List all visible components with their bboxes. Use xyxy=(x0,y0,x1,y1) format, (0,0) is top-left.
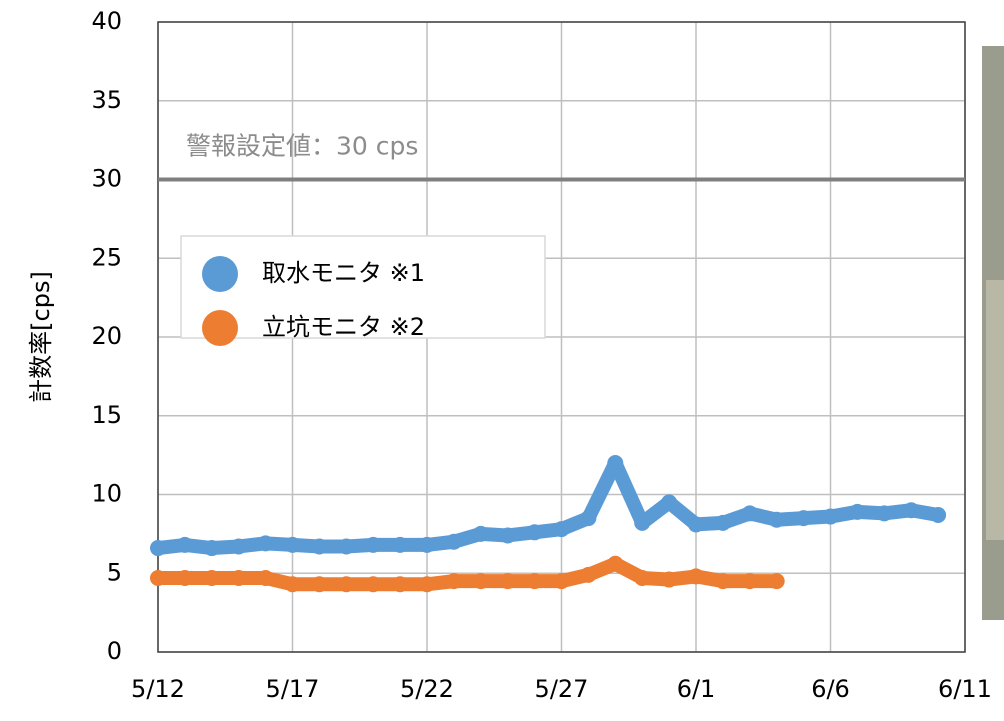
point xyxy=(580,566,597,583)
point xyxy=(634,514,651,531)
y-tick-label: 5 xyxy=(107,558,122,586)
point xyxy=(472,525,489,542)
point xyxy=(203,540,220,557)
point xyxy=(688,516,704,533)
legend-swatch xyxy=(202,256,238,292)
point xyxy=(499,573,516,590)
annotation: 警報設定値：30 cps xyxy=(186,132,418,161)
y-tick-label: 15 xyxy=(91,401,122,429)
point xyxy=(526,524,543,541)
point xyxy=(176,569,193,586)
x-tick-label: 5/12 xyxy=(131,675,185,703)
point xyxy=(688,568,704,585)
series xyxy=(150,455,947,557)
point xyxy=(526,573,543,590)
point xyxy=(365,576,382,593)
point xyxy=(607,455,624,471)
series-band xyxy=(151,456,946,556)
point xyxy=(445,533,462,550)
point xyxy=(445,573,462,590)
plot-border xyxy=(157,21,966,653)
point xyxy=(661,571,678,588)
y-tick-label: 10 xyxy=(91,480,122,508)
point xyxy=(203,569,220,586)
point xyxy=(419,576,435,593)
point xyxy=(580,510,597,527)
point xyxy=(903,502,920,519)
point xyxy=(257,569,274,586)
point xyxy=(849,503,866,520)
point xyxy=(230,538,247,555)
point xyxy=(795,510,812,527)
point xyxy=(150,540,166,557)
point xyxy=(499,527,516,544)
x-tick-label: 6/11 xyxy=(938,675,992,703)
y-tick-label: 30 xyxy=(91,165,122,193)
legend-label: 立坑モニタ ※2 xyxy=(262,313,425,341)
point xyxy=(257,535,274,552)
point xyxy=(338,538,355,555)
point xyxy=(930,506,947,523)
legend-swatch xyxy=(202,310,238,346)
legend-label: 取水モニタ ※1 xyxy=(262,259,425,287)
point xyxy=(284,536,301,553)
point xyxy=(661,494,678,511)
point xyxy=(419,536,435,553)
point xyxy=(714,573,731,590)
point xyxy=(150,569,166,586)
point xyxy=(553,521,570,538)
point xyxy=(230,569,247,586)
y-tick-label: 0 xyxy=(107,637,122,665)
point xyxy=(392,576,409,593)
series-band xyxy=(151,556,784,592)
y-tick-label: 25 xyxy=(91,243,122,271)
point xyxy=(741,573,758,590)
y-axis-label: 計数率[cps] xyxy=(27,271,55,403)
y-tick-label: 35 xyxy=(91,86,122,114)
legend-box xyxy=(180,235,546,339)
point xyxy=(553,573,570,590)
y-tick-label: 20 xyxy=(91,322,122,350)
x-tick-label: 5/17 xyxy=(266,675,320,703)
series xyxy=(150,555,785,593)
point xyxy=(311,538,328,555)
photo-detail xyxy=(986,280,1004,540)
point xyxy=(392,536,409,553)
point xyxy=(741,505,758,522)
x-tick-label: 6/6 xyxy=(811,675,850,703)
y-tick-label: 40 xyxy=(91,7,122,35)
point xyxy=(338,576,355,593)
x-tick-label: 5/22 xyxy=(400,675,454,703)
point xyxy=(284,576,301,593)
point xyxy=(607,555,624,572)
point xyxy=(768,511,785,528)
point xyxy=(822,508,839,525)
x-tick-label: 6/1 xyxy=(677,675,716,703)
x-tick-label: 5/27 xyxy=(535,675,589,703)
point xyxy=(634,569,651,586)
point xyxy=(714,514,731,531)
point xyxy=(176,536,193,553)
point xyxy=(472,573,489,590)
point xyxy=(365,536,382,553)
point xyxy=(768,573,785,590)
point xyxy=(876,505,893,522)
point xyxy=(311,576,328,593)
